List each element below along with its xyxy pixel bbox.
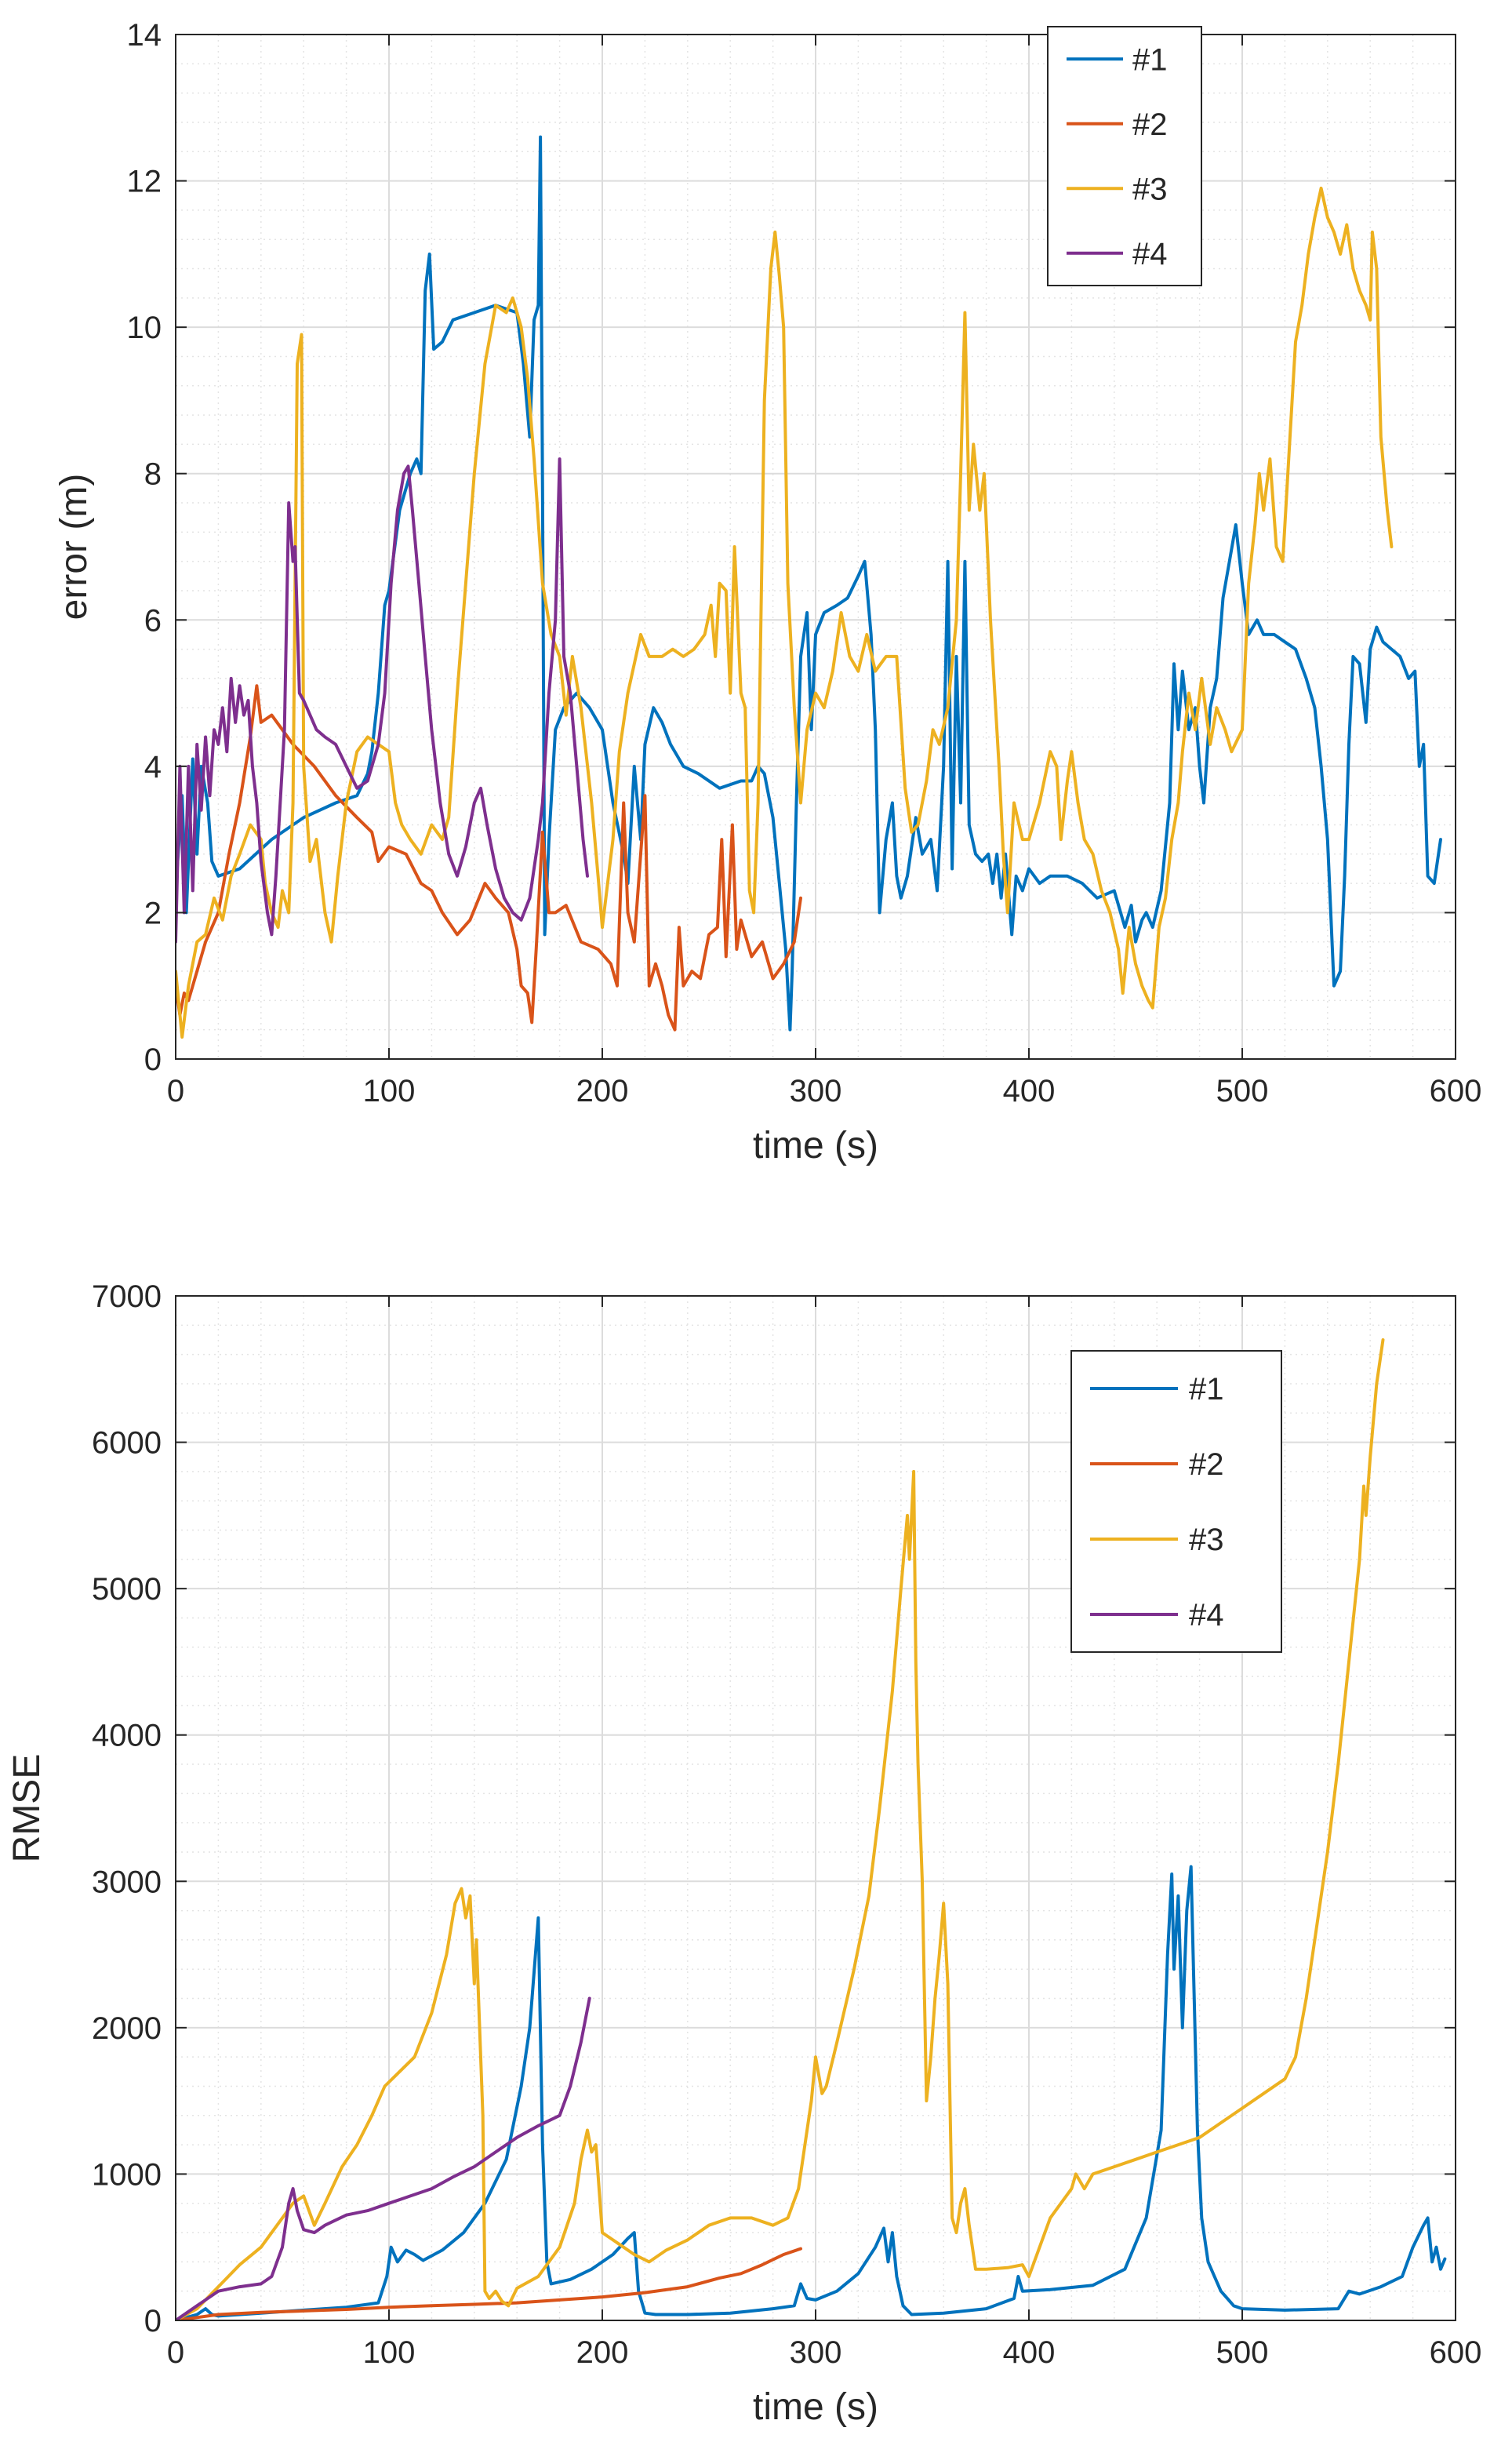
x-tick-label: 400 bbox=[1003, 1074, 1056, 1108]
y-tick-label: 3000 bbox=[92, 1865, 162, 1899]
series-line-3 bbox=[176, 1338, 1385, 2320]
legend: #1 #2 #3 #4 bbox=[1047, 26, 1202, 286]
x-axis-label: time (s) bbox=[753, 1125, 878, 1166]
legend-label-4: #4 bbox=[1132, 237, 1168, 271]
y-tick-label: 8 bbox=[144, 457, 162, 492]
legend-box bbox=[1047, 26, 1202, 286]
x-tick-label: 200 bbox=[576, 2335, 629, 2370]
legend-label-3: #3 bbox=[1132, 172, 1168, 206]
x-tick-label: 500 bbox=[1216, 2335, 1269, 2370]
legend: #1 #2 #3 #4 bbox=[1070, 1350, 1282, 1653]
series-group bbox=[176, 135, 1442, 1039]
series-line-1 bbox=[176, 135, 1442, 1032]
y-tick-label: 5000 bbox=[92, 1572, 162, 1607]
y-tick-label: 1000 bbox=[92, 2157, 162, 2192]
x-tick-label: 600 bbox=[1430, 2335, 1482, 2370]
series-line-4 bbox=[176, 457, 589, 944]
y-tick-label: 0 bbox=[144, 1043, 162, 1077]
y-tick-label: 14 bbox=[127, 18, 162, 53]
y-tick-label: 4 bbox=[144, 750, 162, 784]
ticks: 0 100 200 300 400 500 600010002000300040005000… bbox=[92, 1279, 1481, 2370]
y-tick-label: 10 bbox=[127, 311, 162, 345]
legend-label-2: #2 bbox=[1189, 1447, 1224, 1482]
y-tick-label: 12 bbox=[127, 165, 162, 199]
y-tick-label: 7000 bbox=[92, 1279, 162, 1314]
legend-label-2: #2 bbox=[1132, 107, 1168, 142]
legend-label-4: #4 bbox=[1189, 1598, 1224, 1632]
y-tick-label: 2 bbox=[144, 896, 162, 930]
x-tick-label: 600 bbox=[1430, 1074, 1482, 1108]
x-tick-label: 200 bbox=[576, 1074, 629, 1108]
legend-label-3: #3 bbox=[1189, 1523, 1224, 1557]
series-line-2 bbox=[176, 684, 802, 1032]
error-chart: 0 100 200 300 400 500 600 0 2 4 6 8 10 12 14 time (s) er… bbox=[53, 18, 1481, 1166]
x-tick-label: 0 bbox=[167, 1074, 184, 1108]
x-tick-label: 0 bbox=[167, 2335, 184, 2370]
y-tick-label: 0 bbox=[144, 2304, 162, 2338]
series-line-1 bbox=[176, 1865, 1447, 2320]
x-tick-label: 400 bbox=[1003, 2335, 1056, 2370]
x-tick-label: 500 bbox=[1216, 1074, 1269, 1108]
x-axis-label: time (s) bbox=[753, 2386, 878, 2428]
x-tick-label: 100 bbox=[363, 2335, 416, 2370]
rmse-chart: 0 100 200 300 400 500 600010002000300040005000… bbox=[6, 1279, 1481, 2428]
series-line-4 bbox=[176, 1996, 591, 2320]
y-tick-label: 4000 bbox=[92, 1719, 162, 1753]
series-group bbox=[176, 1338, 1447, 2320]
ticks: 0 100 200 300 400 500 600 0 2 4 6 8 10 12 14 bbox=[127, 18, 1482, 1108]
x-tick-label: 100 bbox=[363, 1074, 416, 1108]
y-axis-label: error (m) bbox=[53, 474, 95, 621]
x-tick-label: 300 bbox=[790, 1074, 842, 1108]
legend-label-1: #1 bbox=[1132, 42, 1168, 77]
y-tick-label: 2000 bbox=[92, 2011, 162, 2046]
series-line-2 bbox=[176, 2247, 802, 2320]
y-tick-label: 6000 bbox=[92, 1426, 162, 1461]
legend-label-1: #1 bbox=[1189, 1372, 1224, 1407]
x-tick-label: 300 bbox=[790, 2335, 842, 2370]
y-tick-label: 6 bbox=[144, 603, 162, 638]
series-line-3 bbox=[176, 186, 1394, 1039]
y-axis-label: RMSE bbox=[6, 1754, 48, 1863]
legend-box bbox=[1070, 1350, 1282, 1653]
